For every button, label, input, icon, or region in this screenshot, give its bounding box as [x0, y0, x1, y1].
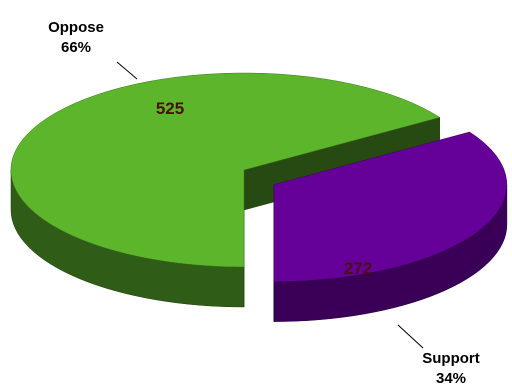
leader-line-oppose [116, 61, 138, 80]
label-support-percent: 34% [436, 370, 466, 387]
leader-line-support [397, 324, 424, 349]
slice-oppose-top [10, 72, 441, 268]
label-oppose-percent: 66% [61, 39, 91, 56]
label-support-name: Support [422, 350, 480, 367]
slice-support [273, 131, 508, 322]
value-label-oppose: 525 [156, 99, 184, 118]
label-oppose-name: Oppose [48, 19, 104, 36]
slice-support-top [273, 131, 508, 282]
value-label-support: 272 [344, 259, 372, 278]
